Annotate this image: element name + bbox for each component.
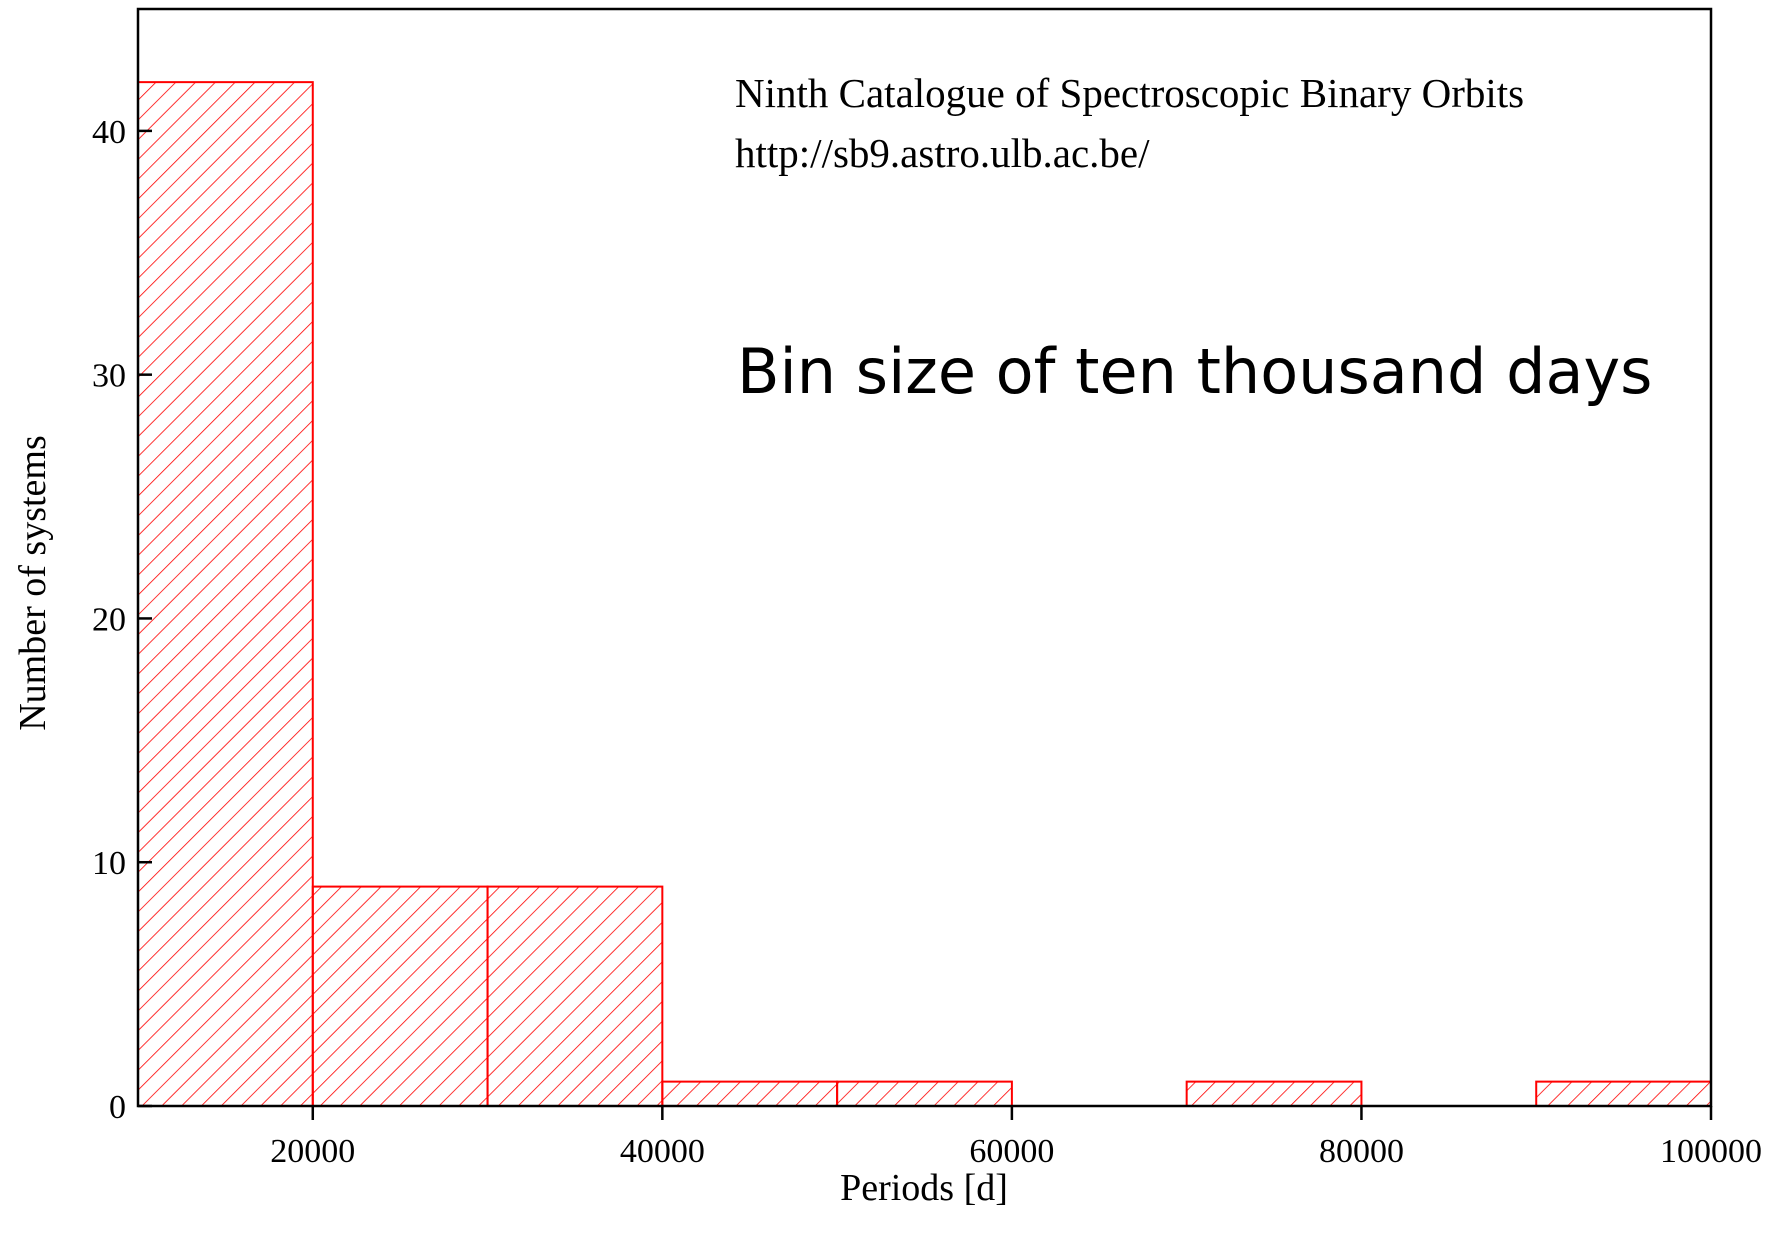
y-axis-label: Number of systems xyxy=(12,435,54,731)
y-tick-label: 30 xyxy=(92,358,126,395)
x-tick-label: 60000 xyxy=(969,1133,1054,1170)
annotation: Bin size of ten thousand days xyxy=(737,335,1652,408)
plot-frame xyxy=(136,7,1713,1108)
bar xyxy=(661,1080,839,1107)
bar xyxy=(486,885,664,1107)
annotation: http://sb9.astro.ulb.ac.be/ xyxy=(735,130,1150,176)
bar xyxy=(137,81,314,1107)
x-tick-label: 100000 xyxy=(1660,1133,1762,1170)
y-tick-label: 10 xyxy=(92,845,126,882)
annotation: Ninth Catalogue of Spectroscopic Binary … xyxy=(735,70,1524,116)
y-tick-label: 40 xyxy=(92,114,126,151)
bar xyxy=(311,885,489,1107)
bar xyxy=(836,1080,1013,1107)
x-axis-label: Periods [d] xyxy=(840,1167,1008,1209)
y-tick-label: 20 xyxy=(92,601,126,638)
y-tick-label: 0 xyxy=(109,1089,126,1126)
bar xyxy=(1535,1080,1712,1107)
x-tick-label: 20000 xyxy=(270,1133,355,1170)
bar xyxy=(1185,1080,1363,1107)
x-tick-label: 40000 xyxy=(620,1133,705,1170)
bars xyxy=(137,81,1712,1107)
x-tick-label: 80000 xyxy=(1319,1133,1404,1170)
